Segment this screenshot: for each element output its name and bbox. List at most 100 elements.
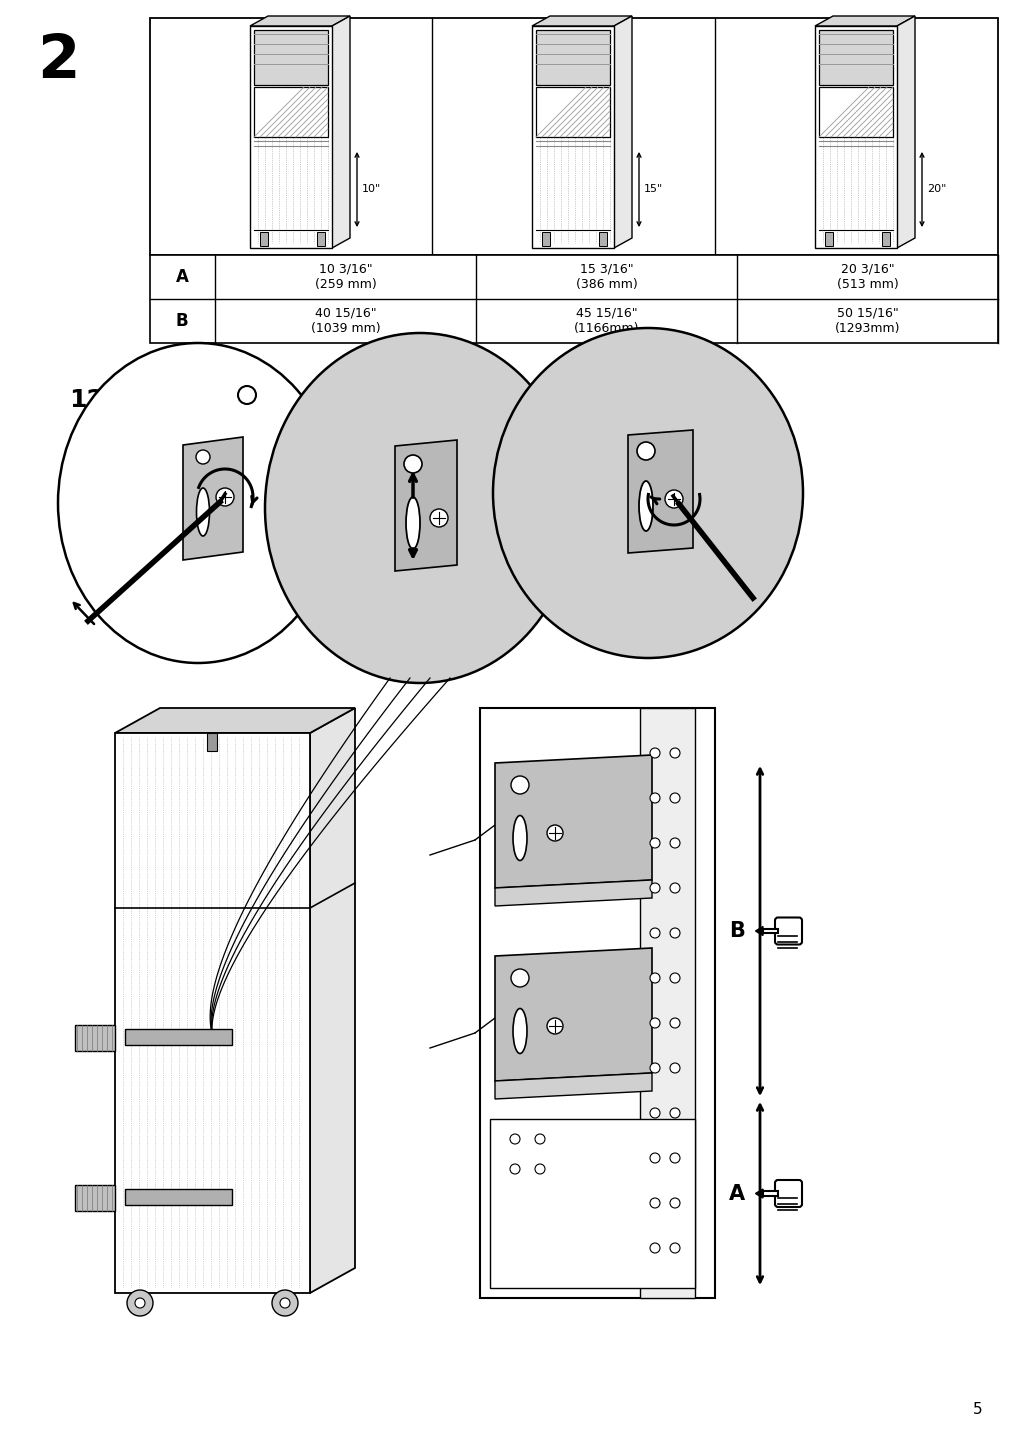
Polygon shape (332, 16, 350, 248)
Text: 15": 15" (643, 185, 662, 195)
Circle shape (272, 1290, 297, 1316)
Bar (115, 733, 309, 1293)
Circle shape (669, 1063, 679, 1073)
Polygon shape (250, 16, 350, 26)
FancyBboxPatch shape (774, 918, 801, 945)
Circle shape (669, 1153, 679, 1163)
Circle shape (510, 1134, 520, 1144)
Text: B: B (728, 921, 744, 941)
Polygon shape (494, 1073, 651, 1098)
Circle shape (649, 1063, 659, 1073)
Bar (479, 707, 715, 1297)
Polygon shape (494, 755, 651, 888)
Bar (254, 87, 328, 137)
Circle shape (649, 1199, 659, 1209)
Circle shape (669, 972, 679, 982)
Text: 2: 2 (36, 33, 79, 92)
Polygon shape (614, 16, 632, 248)
Bar (882, 232, 889, 246)
Circle shape (649, 884, 659, 894)
Bar (316, 232, 325, 246)
Circle shape (669, 748, 679, 758)
Ellipse shape (492, 328, 802, 657)
Ellipse shape (638, 481, 652, 531)
Polygon shape (75, 1025, 115, 1051)
Circle shape (649, 793, 659, 803)
Polygon shape (755, 927, 762, 935)
Text: 10 3/16"
(259 mm): 10 3/16" (259 mm) (314, 263, 376, 291)
Circle shape (403, 455, 422, 473)
Circle shape (280, 1297, 290, 1307)
Circle shape (636, 442, 654, 460)
Circle shape (649, 972, 659, 982)
Text: 12x: 12x (70, 388, 120, 412)
Polygon shape (532, 16, 632, 26)
Ellipse shape (513, 815, 527, 861)
Circle shape (649, 748, 659, 758)
Bar (150, 19, 997, 255)
Bar (818, 87, 892, 137)
Bar (254, 30, 328, 84)
Circle shape (649, 928, 659, 938)
Circle shape (511, 969, 529, 987)
Polygon shape (75, 1186, 115, 1211)
Bar (260, 232, 268, 246)
Bar (532, 26, 614, 248)
Bar (489, 1118, 695, 1287)
Ellipse shape (265, 334, 574, 683)
Text: 10": 10" (362, 185, 381, 195)
Bar (599, 232, 607, 246)
Bar (824, 232, 832, 246)
Circle shape (126, 1290, 153, 1316)
Text: 40 15/16"
(1039 mm): 40 15/16" (1039 mm) (310, 306, 380, 335)
Polygon shape (125, 1030, 232, 1045)
Text: 50 15/16"
(1293mm): 50 15/16" (1293mm) (834, 306, 900, 335)
Polygon shape (814, 16, 914, 26)
Polygon shape (762, 1191, 777, 1196)
Circle shape (669, 884, 679, 894)
Circle shape (669, 793, 679, 803)
Circle shape (664, 490, 682, 508)
Circle shape (649, 1153, 659, 1163)
Polygon shape (394, 440, 457, 571)
Polygon shape (762, 928, 777, 934)
Circle shape (649, 1243, 659, 1253)
Circle shape (547, 825, 562, 841)
Circle shape (649, 838, 659, 848)
Polygon shape (628, 430, 693, 553)
Polygon shape (896, 16, 914, 248)
Polygon shape (755, 1189, 762, 1199)
Text: B: B (176, 312, 188, 329)
Circle shape (238, 387, 256, 404)
Circle shape (535, 1164, 545, 1174)
Ellipse shape (196, 488, 209, 536)
Circle shape (669, 1243, 679, 1253)
Circle shape (430, 508, 448, 527)
Circle shape (134, 1297, 145, 1307)
Circle shape (535, 1134, 545, 1144)
Text: 20 3/16"
(513 mm): 20 3/16" (513 mm) (836, 263, 898, 291)
Ellipse shape (58, 344, 338, 663)
Circle shape (669, 1108, 679, 1118)
Circle shape (510, 1164, 520, 1174)
Circle shape (669, 838, 679, 848)
Circle shape (215, 488, 234, 505)
FancyBboxPatch shape (774, 1180, 801, 1207)
Polygon shape (494, 881, 651, 906)
Bar (150, 255, 997, 344)
Text: 45 15/16"
(1166mm): 45 15/16" (1166mm) (573, 306, 639, 335)
Polygon shape (183, 437, 243, 560)
Text: 20": 20" (926, 185, 945, 195)
Bar (536, 30, 610, 84)
Polygon shape (309, 707, 355, 1293)
Circle shape (669, 928, 679, 938)
Ellipse shape (405, 497, 420, 548)
Circle shape (649, 1108, 659, 1118)
Bar (207, 733, 216, 750)
Circle shape (669, 1199, 679, 1209)
Polygon shape (125, 1189, 232, 1204)
Bar (639, 707, 695, 1297)
Text: 15 3/16"
(386 mm): 15 3/16" (386 mm) (575, 263, 637, 291)
Bar (818, 30, 892, 84)
Text: A: A (175, 268, 188, 286)
